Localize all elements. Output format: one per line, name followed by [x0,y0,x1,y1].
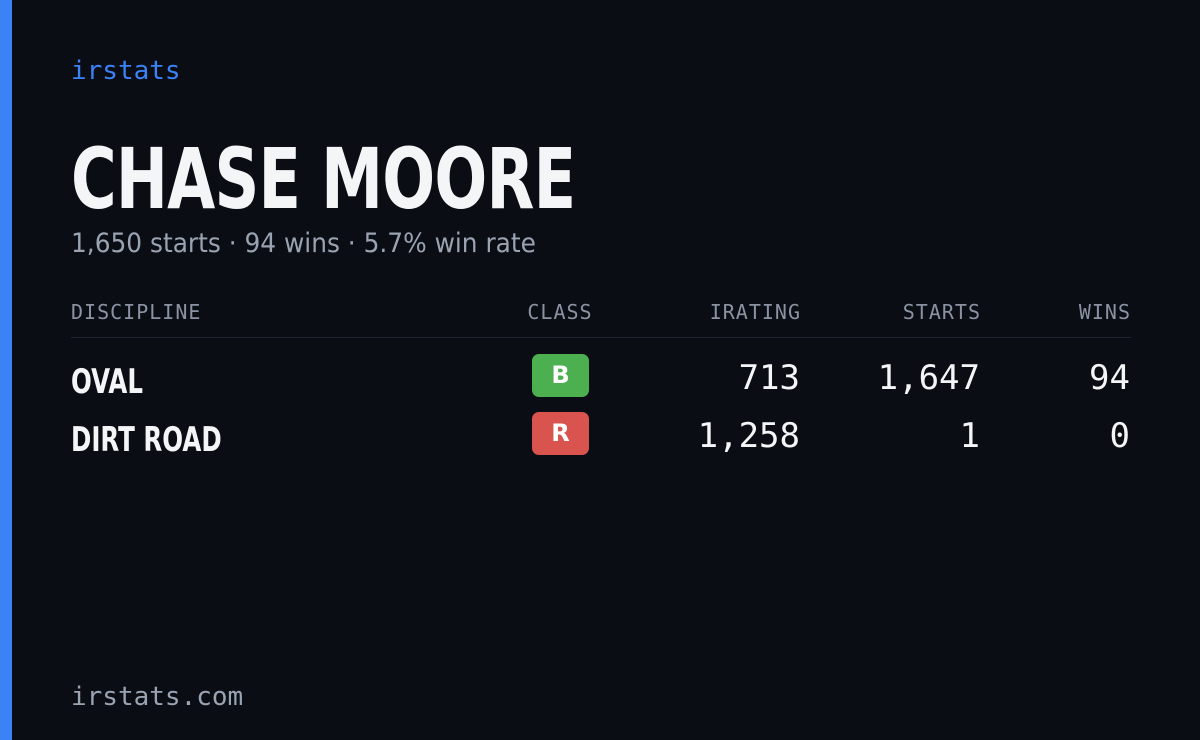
accent-stripe [0,0,12,740]
brand: irstats [71,56,181,86]
class-badge: R [532,412,589,455]
column-header: CLASS [527,300,593,324]
column-header: WINS [1078,300,1131,324]
class-badge: B [532,354,589,397]
wins: 94 [1089,358,1130,398]
irating: 1,258 [697,416,800,456]
column-header: DISCIPLINE [71,300,202,324]
irating: 713 [738,358,800,398]
starts: 1,647 [877,358,980,398]
header-rule [71,337,1131,338]
discipline: OVAL [71,362,143,402]
summary: 1,650 starts · 94 wins · 5.7% win rate [71,228,536,259]
discipline: DIRT ROAD [71,420,222,460]
footer-url: irstats.com [71,682,244,712]
column-header: STARTS [902,300,981,324]
driver-name: CHASE MOORE [71,130,576,228]
starts: 1 [959,416,980,456]
column-header: IRATING [709,300,801,324]
wins: 0 [1109,416,1130,456]
